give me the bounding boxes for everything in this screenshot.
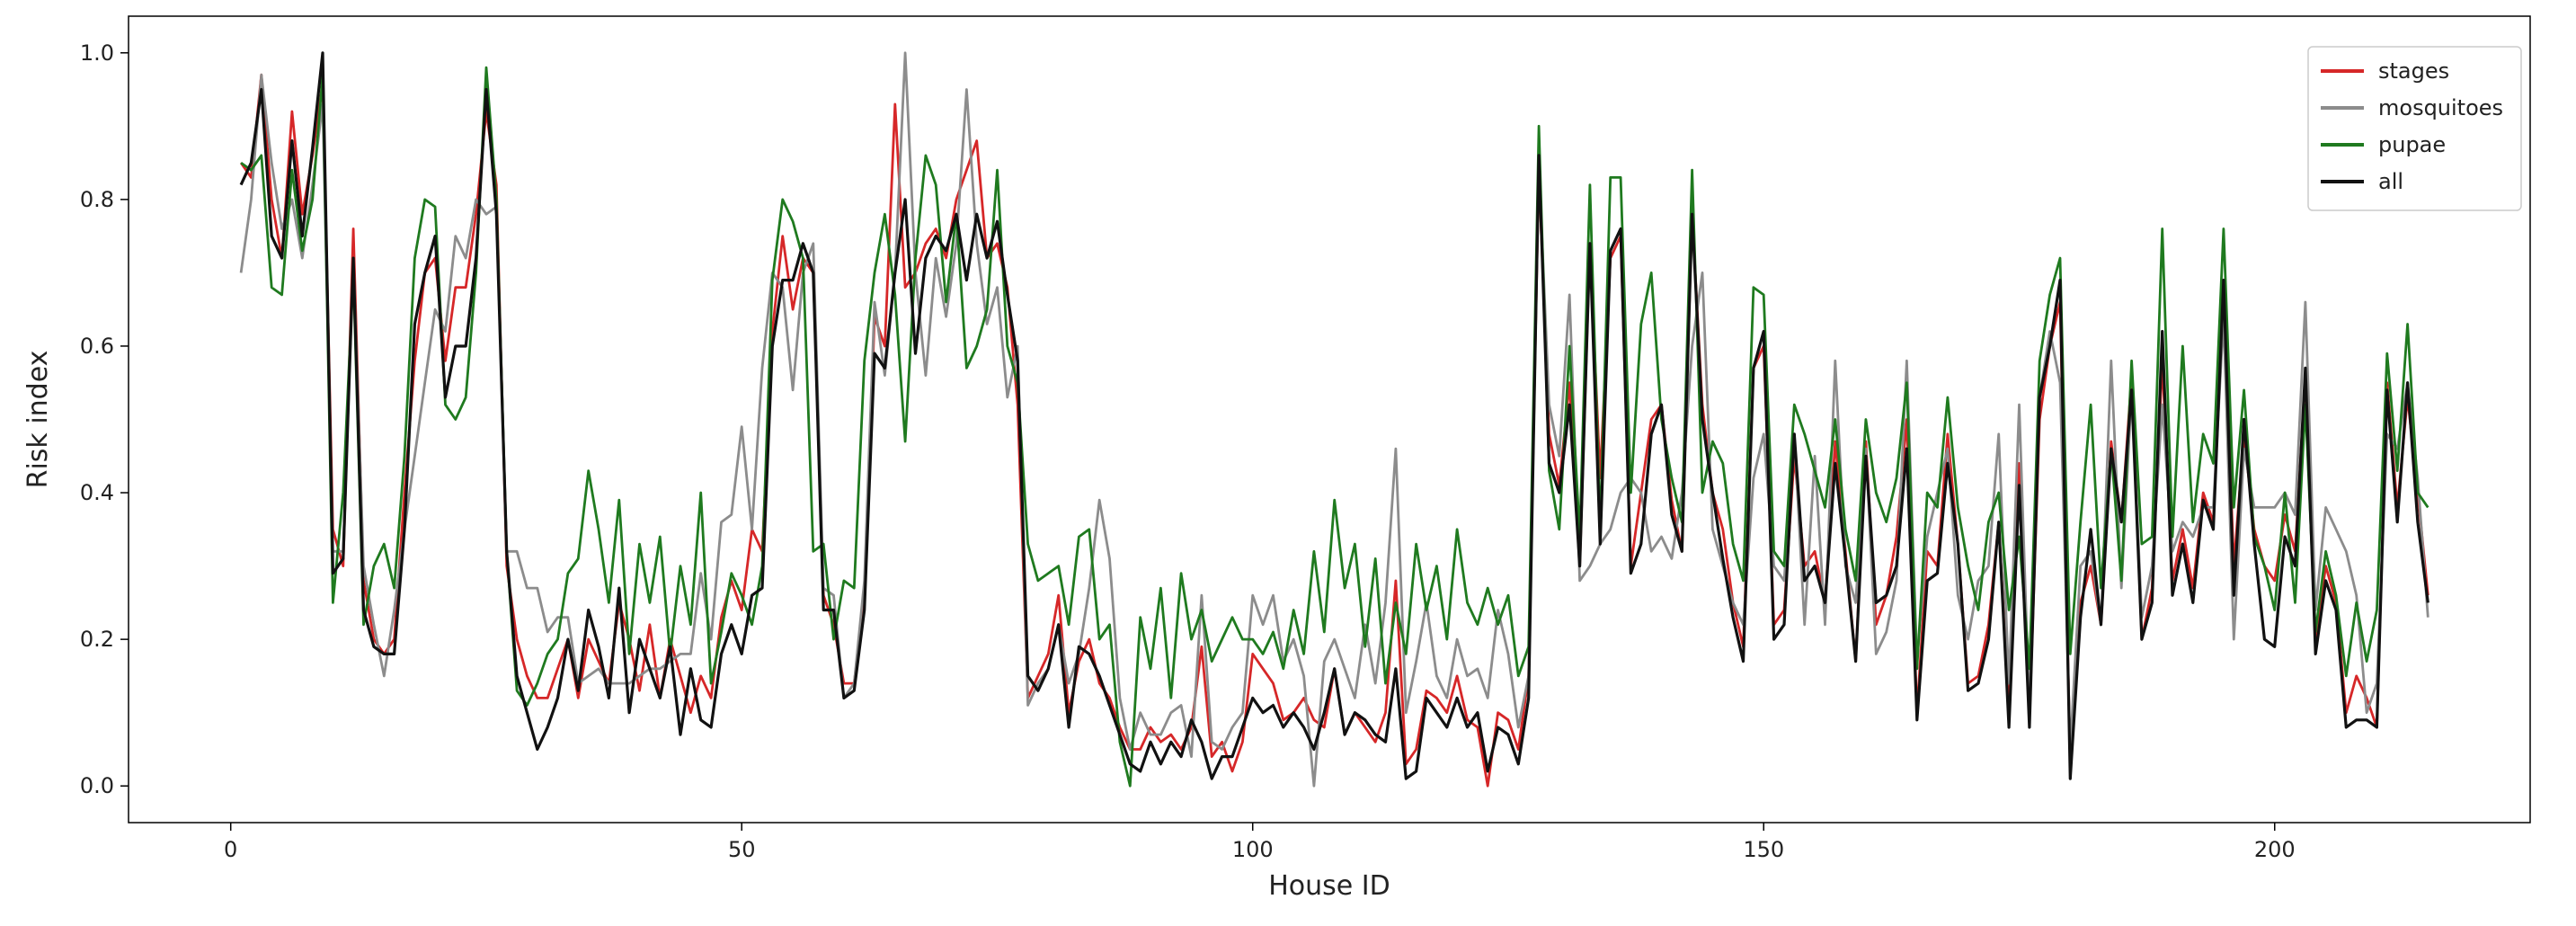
y-tick-label: 0.8	[80, 187, 114, 212]
legend-label-pupae: pupae	[2378, 132, 2446, 157]
y-axis-label: Risk index	[22, 351, 54, 489]
x-tick-label: 100	[1232, 837, 1274, 862]
x-tick-label: 200	[2254, 837, 2296, 862]
x-tick-label: 50	[728, 837, 756, 862]
plot-frame	[128, 15, 2531, 824]
x-tick-label: 150	[1743, 837, 1784, 862]
y-tick-label: 1.0	[80, 40, 114, 66]
y-tick-label: 0.2	[80, 627, 114, 652]
legend-box	[2307, 46, 2522, 211]
y-tick-label: 0.6	[80, 334, 114, 359]
legend: stages mosquitoes pupae all	[2307, 46, 2522, 211]
series-line-all	[239, 51, 2429, 780]
y-tick-label: 0.4	[80, 480, 114, 505]
legend-label-stages: stages	[2378, 58, 2449, 84]
series-line-stages	[239, 73, 2429, 788]
legend-label-all: all	[2378, 169, 2403, 194]
legend-label-mosquitoes: mosquitoes	[2378, 95, 2503, 120]
x-tick-label: 0	[224, 837, 237, 862]
x-axis-label: House ID	[1268, 870, 1390, 902]
series-line-pupae	[240, 66, 2429, 788]
y-tick-label: 0.0	[80, 773, 114, 798]
series-layer	[239, 51, 2429, 788]
tick-layer: 0 50 100 150 200 0.0 0.2 0.4 0.6 0.8 1.0	[80, 40, 2296, 862]
